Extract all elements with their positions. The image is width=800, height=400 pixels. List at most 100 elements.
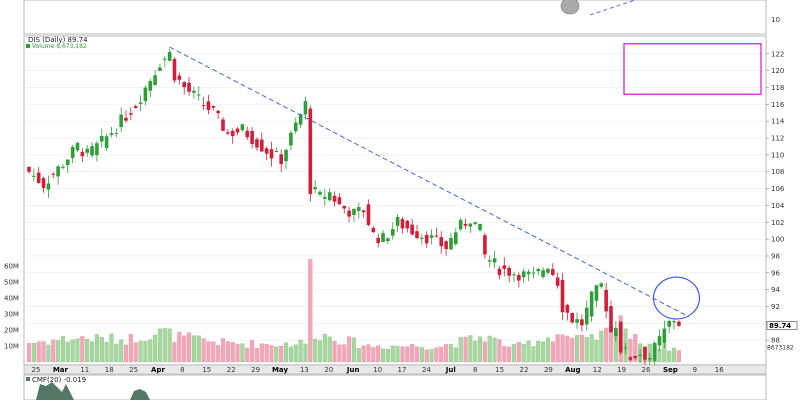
last-volume-label: 8673182 xyxy=(767,344,794,351)
cmf-panel: CMF(20) -0.019 xyxy=(23,374,767,400)
candle-body xyxy=(250,130,254,144)
candle-body xyxy=(410,224,414,235)
volume-bar xyxy=(119,339,124,363)
candle-body xyxy=(124,117,128,121)
date-tick-label: 15 xyxy=(495,366,504,374)
candle-body xyxy=(332,195,337,202)
candle-body xyxy=(507,267,511,276)
candle-body xyxy=(381,233,385,242)
candle-body xyxy=(424,234,429,244)
volume-bar xyxy=(521,344,526,363)
candle-body xyxy=(27,166,31,172)
candle-body xyxy=(458,220,463,230)
symbol-label: DIS (Daily) 89.74 xyxy=(28,36,88,44)
candle-body xyxy=(672,321,676,323)
volume-bar xyxy=(182,335,187,363)
candle-body xyxy=(487,260,492,262)
candle-body xyxy=(75,142,80,151)
candle-body xyxy=(551,269,555,275)
candle-body xyxy=(352,208,356,215)
volume-bar xyxy=(371,347,376,363)
candle-body xyxy=(531,272,536,274)
volume-legend-swatch xyxy=(26,44,30,48)
candle-body xyxy=(580,319,584,326)
volume-tick-label: 30M xyxy=(4,311,19,319)
candle-body xyxy=(177,75,182,80)
volume-bar xyxy=(99,337,104,363)
volume-bar xyxy=(157,328,163,363)
candle-body xyxy=(221,119,225,131)
candle-body xyxy=(36,172,41,184)
candle-body xyxy=(643,347,647,360)
volume-bar xyxy=(235,343,240,363)
volume-bar xyxy=(390,345,395,363)
volume-bar xyxy=(90,341,95,363)
volume-bar xyxy=(308,259,313,363)
candle-body xyxy=(512,274,516,276)
volume-bar xyxy=(201,338,206,363)
date-tick-label: Mar xyxy=(53,366,69,374)
volume-bar xyxy=(303,343,308,363)
volume-bar xyxy=(477,336,483,363)
price-tick-label: 88 xyxy=(771,337,780,345)
volume-bar xyxy=(676,350,681,363)
candle-body xyxy=(90,146,94,156)
candle-body xyxy=(526,271,531,275)
price-tick-label: 94 xyxy=(771,286,780,294)
date-tick-label: 17 xyxy=(398,366,407,374)
price-tick-label: 108 xyxy=(771,168,784,176)
candle-body xyxy=(32,175,36,177)
candle-body xyxy=(129,113,133,115)
candle-body xyxy=(99,135,104,142)
annotations xyxy=(169,43,762,320)
top-panel-blob xyxy=(560,0,580,15)
date-tick-label: 25 xyxy=(32,366,41,374)
candle-body xyxy=(269,149,274,159)
volume-bar xyxy=(148,339,153,363)
candle-body xyxy=(216,110,220,114)
date-tick-label: 18 xyxy=(105,366,114,374)
candle-body xyxy=(148,81,153,91)
date-tick-label: 13 xyxy=(300,366,309,374)
volume-bar xyxy=(46,344,51,363)
volume-bar xyxy=(419,347,424,363)
candle-body xyxy=(521,271,526,278)
volume-bar xyxy=(385,349,390,363)
candle-body xyxy=(541,270,545,277)
candle-body xyxy=(502,265,507,269)
volume-bar xyxy=(269,345,274,363)
volume-bar xyxy=(56,340,61,363)
candle-body xyxy=(264,148,269,154)
volume-bar xyxy=(550,341,555,363)
volume-bar xyxy=(75,338,80,363)
volume-bar xyxy=(555,334,560,363)
candle-body xyxy=(211,105,216,108)
price-tick-label: 106 xyxy=(771,185,785,193)
volume-bar xyxy=(628,339,633,363)
volume-bar xyxy=(283,342,289,363)
candle-body xyxy=(158,67,162,71)
volume-bar xyxy=(570,337,575,363)
volume-bar xyxy=(487,335,492,363)
date-tick-label: Jul xyxy=(445,366,456,374)
candle-body xyxy=(584,307,589,325)
candle-body xyxy=(187,82,191,92)
price-tick-label: 92 xyxy=(771,303,780,311)
last-price-label: 89.74 xyxy=(769,322,791,330)
volume-bar xyxy=(41,341,46,363)
candle-body xyxy=(80,151,85,157)
candle-body xyxy=(633,355,638,358)
candle-body xyxy=(386,238,390,242)
volume-bar xyxy=(70,339,75,363)
top-indicator-panel: 10 xyxy=(23,0,780,35)
volume-bar xyxy=(225,341,230,363)
volume-bar xyxy=(220,338,226,363)
volume-bar xyxy=(172,342,177,363)
date-tick-label: 25 xyxy=(129,366,138,374)
volume-bar xyxy=(565,335,570,363)
candle-body xyxy=(638,354,642,357)
volume-tick-label: 10M xyxy=(4,343,19,351)
date-tick-label: 22 xyxy=(227,366,236,374)
